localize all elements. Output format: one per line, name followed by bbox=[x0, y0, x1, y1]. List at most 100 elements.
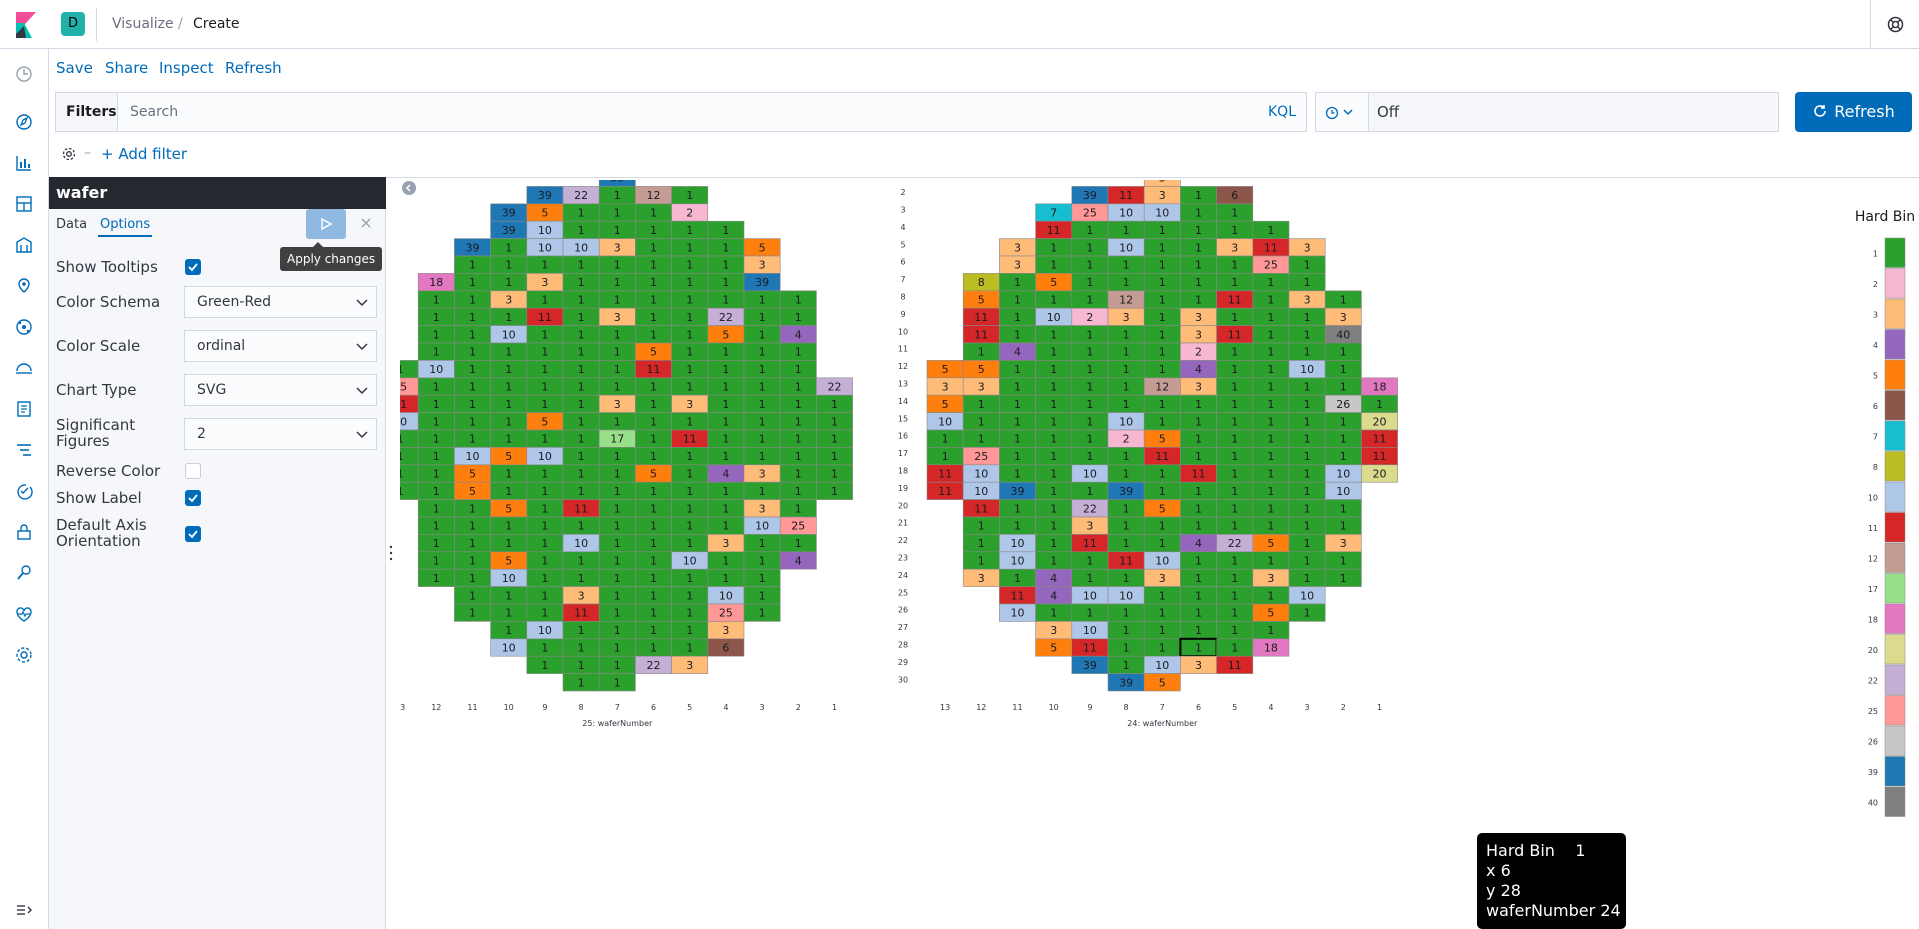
visualize-icon[interactable] bbox=[13, 152, 35, 174]
legend-swatch bbox=[1884, 329, 1906, 360]
tab-data[interactable]: Data bbox=[56, 217, 88, 232]
save-link[interactable]: Save bbox=[56, 59, 93, 77]
cell-label: 1 bbox=[614, 189, 621, 202]
show-tooltips-checkbox[interactable] bbox=[185, 259, 201, 275]
monitoring-icon[interactable] bbox=[13, 603, 35, 625]
heatmap-cell bbox=[1252, 638, 1290, 657]
logs-icon[interactable] bbox=[13, 398, 35, 420]
show-label-checkbox[interactable] bbox=[185, 490, 201, 506]
cell-label: 39 bbox=[502, 224, 516, 237]
collapse-nav-icon[interactable] bbox=[13, 899, 35, 921]
breadcrumb-visualize[interactable]: Visualize bbox=[112, 16, 174, 32]
cell-label: 1 bbox=[722, 224, 729, 237]
significant-figures-label: Significant Figures bbox=[56, 416, 136, 450]
collapse-sidebar-icon[interactable] bbox=[402, 181, 416, 195]
security-icon[interactable] bbox=[13, 521, 35, 543]
cell-label: 3 bbox=[614, 398, 621, 411]
uptime-icon[interactable] bbox=[13, 480, 35, 502]
inspect-link[interactable]: Inspect bbox=[159, 59, 214, 77]
ml-icon[interactable] bbox=[13, 316, 35, 338]
reverse-color-checkbox[interactable] bbox=[185, 463, 201, 479]
cell-label: 1 bbox=[722, 241, 729, 254]
chart-type-select[interactable]: SVG bbox=[184, 374, 377, 406]
refresh-button[interactable]: Refresh bbox=[1795, 92, 1912, 132]
cell-label: 3 bbox=[1304, 241, 1311, 254]
x-tick-label: 6 bbox=[1196, 703, 1201, 712]
cell-label: 5 bbox=[1267, 607, 1274, 620]
cell-label: 2 bbox=[686, 207, 693, 220]
kibana-logo-icon[interactable] bbox=[10, 10, 40, 40]
cell-label: 3 bbox=[1159, 572, 1166, 585]
kql-toggle[interactable]: KQL bbox=[1268, 104, 1296, 120]
y-tick-label: 20 bbox=[898, 501, 908, 510]
discard-changes-button[interactable] bbox=[354, 209, 378, 239]
apply-changes-button[interactable] bbox=[306, 209, 346, 239]
cell-label: 1 bbox=[469, 572, 476, 585]
cell-label: 1 bbox=[795, 485, 802, 498]
default-axis-orientation-checkbox[interactable] bbox=[185, 526, 201, 542]
dashboard-icon[interactable] bbox=[13, 193, 35, 215]
significant-figures-select[interactable]: 2 bbox=[184, 418, 377, 450]
cell-label: 1 bbox=[1267, 311, 1274, 324]
dev-tools-icon[interactable] bbox=[13, 562, 35, 584]
time-picker-button[interactable] bbox=[1315, 92, 1369, 132]
cell-label: 11 bbox=[1228, 328, 1242, 341]
cell-label: 1 bbox=[1267, 624, 1274, 637]
cell-label: 1 bbox=[1304, 520, 1311, 533]
cell-label: 3 bbox=[614, 241, 621, 254]
x-tick-label: 5 bbox=[687, 703, 692, 712]
apm-icon[interactable] bbox=[13, 439, 35, 461]
cell-label: 1 bbox=[1195, 224, 1202, 237]
tooltip-key: Hard Bin bbox=[1486, 841, 1555, 860]
infra-icon[interactable] bbox=[13, 357, 35, 379]
color-schema-select[interactable]: Green-Red bbox=[184, 286, 377, 318]
cell-label: 1 bbox=[1014, 415, 1021, 428]
cell-label: 12 bbox=[647, 189, 661, 202]
tab-options[interactable]: Options bbox=[98, 217, 153, 237]
management-icon[interactable] bbox=[13, 644, 35, 666]
color-scale-select[interactable]: ordinal bbox=[184, 330, 377, 362]
cell-label: 1 bbox=[1159, 642, 1166, 655]
search-input[interactable]: Search bbox=[117, 92, 1307, 132]
cell-label: 1 bbox=[650, 433, 657, 446]
y-tick-label: 27 bbox=[898, 623, 908, 632]
index-pattern-title: wafer bbox=[49, 177, 386, 209]
share-link[interactable]: Share bbox=[105, 59, 149, 77]
cell-label: 1 bbox=[1159, 311, 1166, 324]
legend-value-label: 25 bbox=[1868, 707, 1878, 716]
y-tick-label: 21 bbox=[898, 519, 908, 528]
cell-label: 1 bbox=[1231, 311, 1238, 324]
cell-label: 1 bbox=[650, 642, 657, 655]
cell-label: 5 bbox=[942, 363, 949, 376]
cell-label: 1 bbox=[433, 433, 440, 446]
tooltip-key: waferNumber bbox=[1486, 901, 1596, 920]
cell-label: 5 bbox=[650, 346, 657, 359]
cell-label: 3 bbox=[1195, 328, 1202, 341]
cell-label: 1 bbox=[1123, 520, 1130, 533]
x-tick-label: 13 bbox=[400, 703, 405, 712]
filter-options-gear-icon[interactable] bbox=[61, 146, 77, 162]
resize-handle-icon[interactable] bbox=[388, 544, 394, 562]
cell-label: 1 bbox=[578, 415, 585, 428]
cell-label: 1 bbox=[1267, 450, 1274, 463]
clock-icon[interactable] bbox=[13, 63, 35, 85]
legend-swatch bbox=[1884, 451, 1906, 482]
legend-swatch bbox=[1884, 512, 1906, 543]
space-avatar[interactable]: D bbox=[61, 12, 85, 36]
cell-label: 1 bbox=[1159, 468, 1166, 481]
time-range-field[interactable]: Off bbox=[1369, 92, 1779, 132]
x-tick-label: 7 bbox=[1160, 703, 1165, 712]
cell-label: 1 bbox=[1123, 381, 1130, 394]
canvas-icon[interactable] bbox=[13, 234, 35, 256]
maps-icon[interactable] bbox=[13, 275, 35, 297]
add-filter-link[interactable]: + Add filter bbox=[101, 145, 188, 163]
refresh-link[interactable]: Refresh bbox=[225, 59, 282, 77]
cell-label: 1 bbox=[978, 433, 985, 446]
cell-label: 1 bbox=[722, 398, 729, 411]
cell-label: 1 bbox=[1195, 642, 1202, 655]
cell-label: 1 bbox=[1340, 520, 1347, 533]
help-button[interactable] bbox=[1870, 0, 1919, 49]
cell-label: 1 bbox=[650, 294, 657, 307]
discover-icon[interactable] bbox=[13, 111, 35, 133]
x-tick-label: 9 bbox=[542, 703, 547, 712]
